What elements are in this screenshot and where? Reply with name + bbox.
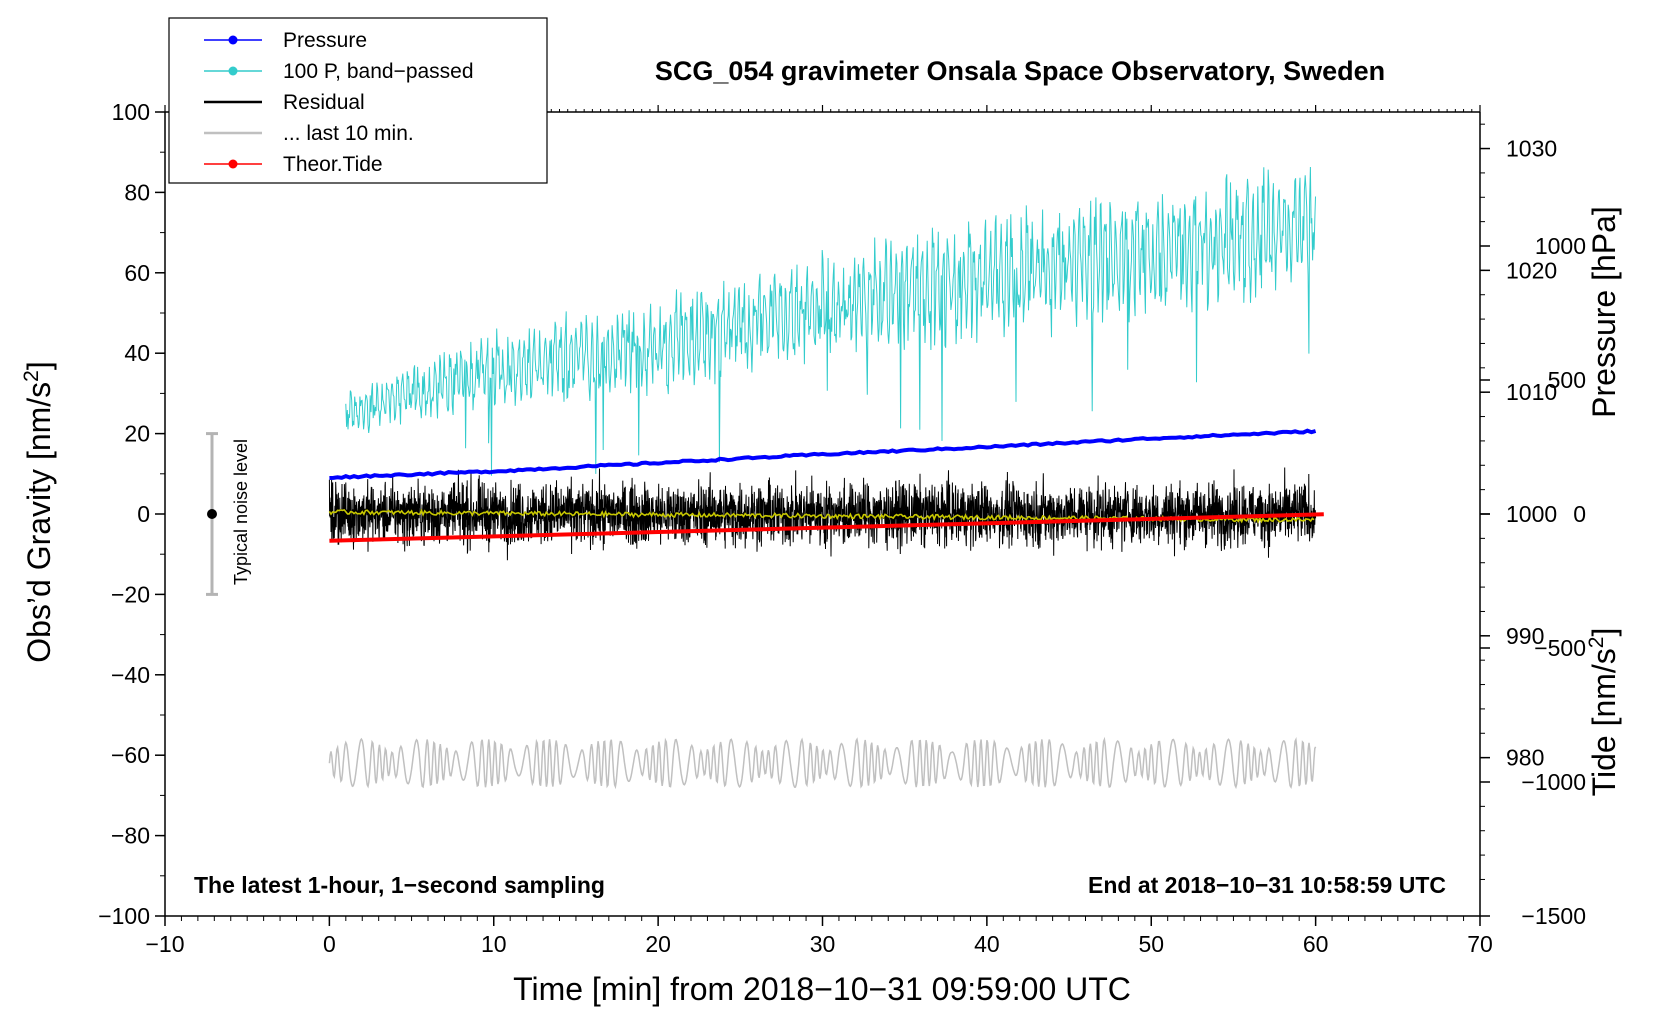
pressure-tick-label: 1000 — [1506, 501, 1557, 527]
noise-label: Typical noise level — [231, 439, 251, 585]
y-tick-label: 80 — [124, 179, 150, 205]
y-tick-label: −40 — [111, 662, 150, 688]
x-tick-label: 0 — [323, 931, 336, 957]
legend-marker — [228, 35, 238, 45]
pressure-tick-label: 1020 — [1506, 257, 1557, 283]
x-tick-label: 30 — [810, 931, 836, 957]
y-tick-label: 0 — [137, 501, 150, 527]
y-tick-label: 60 — [124, 260, 150, 286]
noise-indicator: Typical noise level — [206, 432, 251, 596]
x-tick-label: 20 — [645, 931, 671, 957]
legend-label: Theor.Tide — [283, 153, 383, 176]
tide-tick-label: 500 — [1548, 367, 1586, 393]
series-pressure — [329, 428, 1317, 480]
series-theor-tide — [329, 512, 1324, 543]
x-tick-label: 10 — [481, 931, 507, 957]
y-tick-label: 20 — [124, 421, 150, 447]
legend-box — [168, 17, 548, 184]
y-axis-title-pressure: Pressure [hPa] — [1586, 206, 1622, 418]
x-tick-label: 60 — [1303, 931, 1329, 957]
y-tick-label: 100 — [112, 99, 150, 125]
y-axis-title-tide: Tide [nm/s2] — [1585, 628, 1622, 797]
x-tick-label: −10 — [145, 931, 184, 957]
x-axis-title: Time [min] from 2018−10−31 09:59:00 UTC — [513, 971, 1131, 1007]
tide-tick-label: −500 — [1534, 635, 1586, 661]
data-layer — [328, 166, 1324, 790]
legend-label: ... last 10 min. — [283, 122, 414, 145]
x-tick-label: 40 — [974, 931, 1000, 957]
ticks-layer: −10 0 10 20 30 40 50 60 70100806040200−20−40−60−… — [98, 99, 1586, 957]
y-tick-label: 40 — [124, 340, 150, 366]
tide-tick-label: 0 — [1573, 501, 1586, 527]
series-residual — [328, 467, 1317, 561]
tide-tick-label: −1500 — [1521, 903, 1586, 929]
sampling-note: The latest 1-hour, 1−second sampling — [194, 872, 605, 898]
y-tick-label: −100 — [98, 903, 150, 929]
legend: Pressure 100 P, band−passed Residual ... la… — [168, 17, 548, 184]
legend-items: Pressure 100 P, band−passed Residual ... la… — [204, 29, 474, 176]
legend-marker — [228, 66, 238, 76]
noise-dot — [207, 509, 217, 519]
series-last-10-min — [328, 736, 1317, 790]
legend-marker — [228, 159, 238, 169]
x-tick-label: 70 — [1467, 931, 1493, 957]
y-tick-label: −60 — [111, 742, 150, 768]
y-tick-label: −80 — [111, 823, 150, 849]
x-tick-label: 50 — [1138, 931, 1164, 957]
y-axis-title-gravity: Obs’d Gravity [nm/s2] — [20, 361, 57, 663]
legend-label: 100 P, band−passed — [283, 60, 474, 83]
pressure-tick-label: 1010 — [1506, 379, 1557, 405]
y-tick-label: −20 — [111, 581, 150, 607]
pressure-tick-label: 980 — [1506, 745, 1544, 771]
chart-title: SCG_054 gravimeter Onsala Space Observat… — [655, 56, 1385, 86]
series-band-passed-pressure — [345, 166, 1316, 476]
pressure-tick-label: 1030 — [1506, 136, 1557, 162]
tide-tick-label: 1000 — [1535, 233, 1586, 259]
end-time-note: End at 2018−10−31 10:58:59 UTC — [1088, 872, 1446, 898]
legend-label: Pressure — [283, 29, 367, 52]
tide-tick-label: −1000 — [1521, 769, 1586, 795]
pressure-tick-label: 990 — [1506, 623, 1544, 649]
legend-label: Residual — [283, 91, 365, 114]
